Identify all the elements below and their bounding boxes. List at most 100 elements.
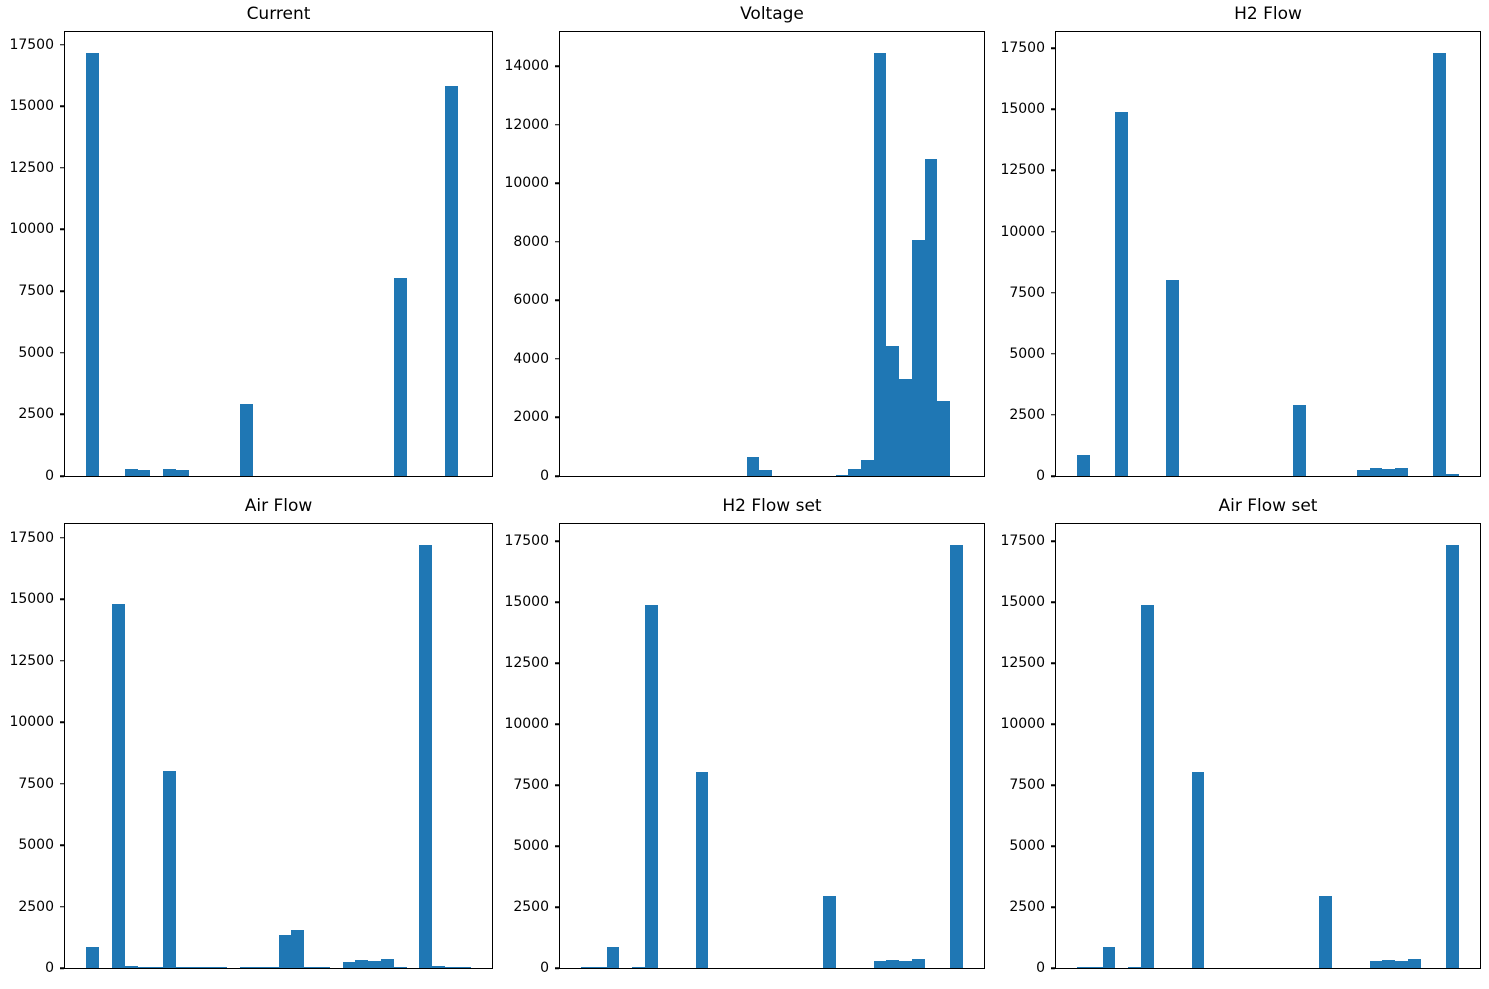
histogram-bar — [1141, 605, 1154, 968]
histogram-bar — [836, 475, 848, 476]
histogram-bar — [645, 605, 658, 968]
y-tick-label: 12500 — [9, 159, 54, 176]
y-tick-mark — [555, 124, 559, 126]
y-tick-mark — [1051, 169, 1055, 172]
histogram-bar — [240, 404, 253, 476]
y-tick-mark — [1051, 540, 1055, 543]
histogram-bar — [950, 545, 963, 968]
y-axis: 0 2500 5000 7500 10000 12500 15000 17500 — [504, 524, 984, 976]
y-tick-label: 5000 — [513, 838, 549, 855]
plot-area — [1056, 32, 1480, 476]
y-tick-mark — [555, 601, 559, 604]
y-tick-label: 8000 — [513, 233, 549, 250]
y-tick-label: 2500 — [1009, 406, 1045, 423]
y-tick-mark — [1051, 845, 1055, 847]
y-tick-label: 2500 — [18, 898, 54, 915]
histogram-bar — [266, 967, 279, 968]
y-tick-mark — [555, 299, 559, 302]
histogram-bar — [138, 470, 150, 476]
histogram-bar — [886, 346, 899, 476]
y-tick-label: 5000 — [1009, 345, 1045, 362]
histogram-bar — [343, 962, 355, 968]
histogram-bar — [874, 961, 886, 968]
histogram-bar — [1408, 959, 1421, 968]
y-tick-mark — [555, 241, 559, 243]
plot-area — [65, 32, 492, 476]
chart-title: Current — [246, 4, 311, 24]
y-tick-label: 15000 — [1000, 594, 1045, 611]
y-tick-mark — [1051, 108, 1055, 111]
y-tick-mark — [60, 43, 64, 46]
histogram-bar — [1077, 455, 1090, 476]
y-tick-mark — [1051, 967, 1055, 969]
histogram-bar — [1370, 961, 1382, 968]
subplot-h2-flow: H2 Flow 0 2500 5000 7500 10000 12500 15000 1750… — [1000, 4, 1481, 484]
y-tick-label: 15000 — [1000, 101, 1045, 118]
histogram-bar — [1103, 947, 1115, 968]
plot-area — [560, 32, 984, 476]
histogram-bar — [176, 470, 189, 476]
histogram-bar — [861, 460, 874, 476]
y-tick-label: 17500 — [1000, 533, 1045, 550]
histogram-bar — [202, 967, 214, 968]
y-tick-mark — [555, 416, 559, 419]
y-tick-label: 12500 — [504, 655, 549, 672]
histogram-bar — [394, 278, 407, 476]
histogram-bar — [1395, 961, 1408, 968]
y-tick-mark — [60, 659, 64, 662]
y-tick-mark — [1051, 475, 1055, 477]
y-tick-label: 0 — [540, 468, 549, 484]
y-axis: 0 2500 5000 7500 10000 12500 15000 17500 — [9, 524, 492, 976]
y-tick-label: 0 — [45, 468, 54, 484]
y-tick-label: 7500 — [1009, 284, 1045, 301]
histogram-bar — [189, 967, 202, 968]
histogram-bar — [937, 401, 950, 476]
histogram-bar — [1446, 474, 1459, 476]
histogram-bar — [899, 961, 912, 968]
histogram-bar — [925, 159, 937, 476]
histogram-bar — [291, 930, 304, 968]
histogram-bar — [1293, 405, 1306, 476]
y-tick-label: 4000 — [513, 350, 549, 367]
histogram-bar — [823, 896, 836, 968]
y-tick-label: 6000 — [513, 292, 549, 309]
y-tick-label: 2000 — [513, 409, 549, 426]
histogram-bar — [86, 53, 99, 476]
y-tick-mark — [60, 905, 64, 908]
y-tick-mark — [1051, 723, 1055, 726]
y-tick-label: 17500 — [1000, 40, 1045, 57]
histogram-bar — [279, 935, 291, 968]
histogram-bar — [696, 772, 708, 968]
y-tick-mark — [60, 167, 64, 169]
chart-title: H2 Flow — [1234, 4, 1302, 24]
y-tick-mark — [60, 844, 64, 846]
histogram-bar — [1077, 967, 1090, 968]
y-tick-label: 10000 — [504, 716, 549, 733]
y-tick-label: 7500 — [513, 777, 549, 794]
y-tick-mark — [1051, 906, 1055, 908]
y-tick-mark — [555, 540, 559, 543]
y-tick-mark — [60, 228, 64, 231]
y-tick-mark — [555, 967, 559, 969]
histogram-bar — [848, 469, 861, 476]
histogram-bar — [432, 966, 445, 968]
y-tick-label: 17500 — [9, 529, 54, 546]
histogram-bar — [381, 959, 394, 968]
histogram-bar — [607, 947, 619, 968]
y-tick-mark — [555, 784, 559, 786]
subplot-air-flow-set: Air Flow set 0 2500 5000 7500 10000 12500 1500… — [1000, 496, 1481, 976]
y-tick-mark — [555, 906, 559, 908]
subplot-h2-flow-set: H2 Flow set 0 2500 5000 7500 10000 12500 15000… — [504, 496, 985, 976]
histogram-bar — [594, 967, 607, 968]
histogram-bar — [1319, 896, 1332, 968]
histogram-bar — [419, 545, 432, 968]
y-tick-mark — [555, 475, 559, 477]
y-tick-mark — [1051, 353, 1055, 355]
y-tick-mark — [555, 65, 559, 68]
y-tick-mark — [60, 475, 64, 477]
histogram-bar — [163, 469, 176, 476]
y-tick-mark — [1051, 784, 1055, 786]
y-tick-label: 17500 — [504, 533, 549, 550]
y-axis: 0 2500 5000 7500 10000 12500 15000 17500 — [9, 32, 492, 484]
